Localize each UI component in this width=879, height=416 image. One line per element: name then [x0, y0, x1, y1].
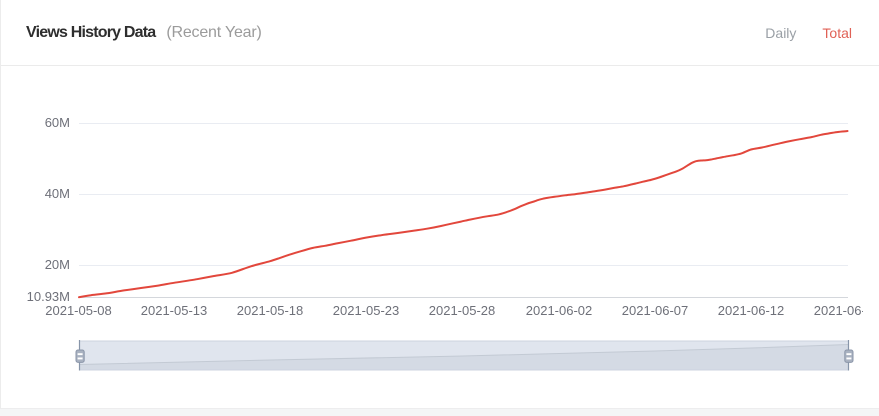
- svg-text:2021-06-17: 2021-06-17: [814, 303, 879, 318]
- svg-text:60M: 60M: [45, 115, 70, 130]
- svg-text:2021-05-18: 2021-05-18: [237, 303, 304, 318]
- svg-text:20M: 20M: [45, 257, 70, 272]
- svg-text:2021-05-08: 2021-05-08: [45, 303, 112, 318]
- svg-text:2021-06-07: 2021-06-07: [622, 303, 689, 318]
- svg-text:2021-06-02: 2021-06-02: [526, 303, 593, 318]
- svg-text:2021-05-28: 2021-05-28: [429, 303, 496, 318]
- svg-text:2021-05-13: 2021-05-13: [141, 303, 208, 318]
- svg-text:10.93M: 10.93M: [27, 289, 70, 304]
- svg-text:2021-05-23: 2021-05-23: [333, 303, 400, 318]
- svg-text:2021-06-12: 2021-06-12: [718, 303, 785, 318]
- svg-text:40M: 40M: [45, 186, 70, 201]
